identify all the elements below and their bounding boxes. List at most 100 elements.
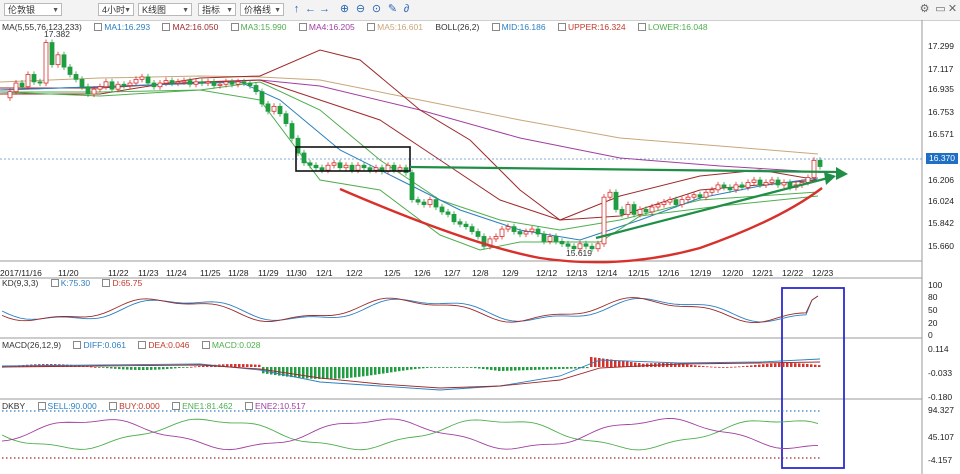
zoom-reset-icon[interactable]: ⊙	[371, 3, 382, 15]
candle	[451, 213, 457, 223]
macd-bar	[66, 364, 69, 367]
close-icon[interactable]: ✕	[947, 3, 958, 15]
candle	[169, 80, 175, 84]
macd-bar	[502, 367, 505, 371]
candle	[349, 164, 355, 171]
macd-bar	[510, 367, 513, 371]
settings-icon[interactable]: ⚙	[919, 3, 930, 15]
candle	[61, 54, 67, 68]
macd-axis-label: -0.033	[928, 368, 953, 378]
zoom-out-icon[interactable]: ⊖	[355, 3, 366, 15]
candle	[661, 201, 667, 205]
macd-bar	[106, 367, 109, 369]
candle	[271, 105, 277, 112]
macd-bar	[118, 367, 121, 370]
indicator-select[interactable]: 指标 ▼	[198, 3, 236, 16]
candle	[571, 245, 577, 250]
window-icon[interactable]: ▭	[935, 3, 946, 15]
date-axis-label: 12/16	[658, 268, 680, 278]
macd-bar	[290, 367, 293, 378]
macd-bar	[402, 367, 405, 371]
kd-k-value: K:75.30	[60, 278, 91, 288]
cursor-icon[interactable]: ✎	[387, 3, 398, 15]
candle	[613, 191, 619, 210]
candle	[739, 184, 745, 188]
zoom-in-icon[interactable]: ⊕	[339, 3, 350, 15]
macd-bar	[818, 365, 821, 367]
candle	[499, 228, 505, 237]
arrow-up-icon[interactable]: ↑	[293, 3, 300, 15]
candle	[229, 81, 235, 85]
macd-bar	[790, 363, 793, 367]
macd-bar	[414, 367, 417, 370]
macd-bar	[110, 367, 113, 369]
candle	[13, 82, 19, 93]
candle	[37, 81, 43, 84]
candle	[337, 162, 343, 169]
candle	[781, 182, 787, 186]
resistance-line-green	[409, 165, 839, 174]
macd-diff-value: DIFF:0.061	[83, 340, 126, 350]
chart-area[interactable]	[0, 20, 960, 474]
candle	[547, 236, 553, 242]
candle	[595, 243, 601, 250]
macd-bar	[130, 367, 133, 370]
arrow-left-icon[interactable]: ←	[305, 3, 316, 15]
candle	[325, 164, 331, 171]
dkby-sell-value: SELL:90.000	[47, 401, 97, 411]
chevron-down-icon: ▼	[274, 7, 281, 14]
macd-bar	[498, 367, 501, 372]
macd-bar	[782, 363, 785, 367]
macd-bar	[354, 367, 357, 378]
macd-bar	[698, 365, 701, 367]
candle	[697, 194, 703, 198]
macd-bar	[762, 364, 765, 367]
candle	[523, 231, 529, 235]
macd-bar	[786, 363, 789, 367]
macd-bar	[126, 367, 129, 370]
candle	[817, 159, 823, 167]
symbol-select[interactable]: 伦敦银 ▼	[4, 3, 62, 16]
macd-bar	[374, 367, 377, 375]
macd-bar	[686, 364, 689, 367]
link-icon[interactable]: ∂	[403, 3, 410, 15]
candle	[505, 226, 511, 230]
macd-bar	[606, 359, 609, 367]
macd-bar	[314, 367, 317, 379]
chart-type-select[interactable]: K线图 ▼	[138, 3, 192, 16]
macd-dea-line	[1, 361, 821, 389]
candle	[601, 196, 607, 245]
macd-bar	[734, 366, 737, 368]
date-axis-label: 12/22	[782, 268, 804, 278]
macd-bar	[766, 363, 769, 367]
macd-bar	[566, 367, 569, 369]
macd-bar	[586, 367, 589, 369]
macd-bar	[386, 367, 389, 373]
macd-bar	[674, 363, 677, 367]
macd-bar	[750, 365, 753, 367]
candle	[475, 231, 481, 237]
macd-bar	[670, 363, 673, 367]
dkby-ene1-line	[1, 418, 819, 451]
macd-bar	[422, 367, 425, 369]
macd-bar	[558, 367, 561, 370]
macd-bar	[226, 364, 229, 367]
candle	[223, 81, 229, 85]
price-line-select[interactable]: 价格线 ▼	[240, 3, 284, 16]
period-select[interactable]: 4小时 ▼	[98, 3, 134, 16]
macd-bar	[626, 361, 629, 367]
macd-bar	[326, 367, 329, 379]
price-axis-label: 16.571	[928, 129, 954, 139]
support-line-green	[595, 176, 829, 240]
macd-axis-label: -0.180	[928, 392, 953, 402]
macd-bar	[506, 367, 509, 371]
candle	[655, 204, 661, 208]
date-axis-label: 12/21	[752, 268, 774, 278]
macd-bar	[562, 367, 565, 369]
date-axis-label: 11/20	[58, 268, 79, 278]
macd-bar	[614, 360, 617, 367]
arrow-right-icon[interactable]: →	[319, 3, 330, 15]
dkby-legend: DKBY SELL:90.000 BUY:0.000 ENE1:81.462 E…	[2, 401, 316, 411]
macd-bar	[738, 366, 741, 368]
candle	[247, 82, 253, 86]
